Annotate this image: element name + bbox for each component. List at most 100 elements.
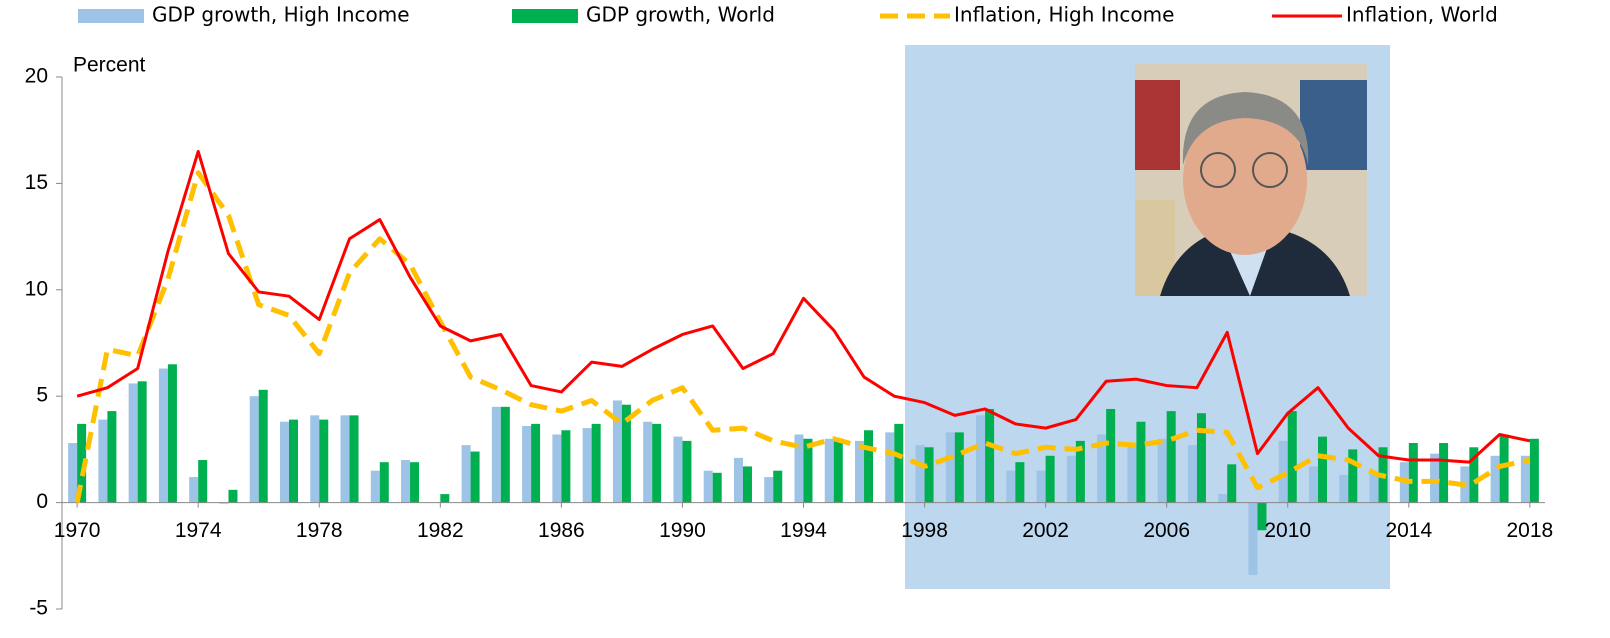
bar [138, 381, 147, 502]
bar [1046, 456, 1055, 503]
x-tick-label: 1974 [175, 519, 222, 542]
bar [1006, 471, 1015, 503]
bar [894, 424, 903, 503]
bar [289, 420, 298, 503]
bar [1015, 462, 1024, 502]
bar [592, 424, 601, 503]
bar [682, 441, 691, 503]
bar [1348, 449, 1357, 502]
bar [1339, 475, 1348, 503]
bar [1491, 456, 1500, 503]
bar [259, 390, 268, 503]
bar [834, 439, 843, 503]
bar [350, 415, 359, 502]
legend-swatch [512, 9, 578, 23]
bar [98, 420, 107, 503]
bar [1227, 464, 1236, 502]
bar [864, 430, 873, 502]
y-tick-label: 15 [25, 171, 48, 194]
x-tick-label: 2002 [1022, 519, 1069, 542]
y-tick-label: 5 [36, 384, 48, 407]
bar [955, 432, 964, 502]
x-tick-label: 1998 [901, 519, 948, 542]
bar [713, 473, 722, 503]
bar [228, 490, 237, 503]
y-tick-label: -5 [29, 597, 48, 620]
x-tick-label: 2014 [1385, 519, 1432, 542]
bar [643, 422, 652, 503]
bar [168, 364, 177, 502]
bar [743, 466, 752, 502]
bar [946, 432, 955, 502]
bar [159, 369, 168, 503]
bar [916, 445, 925, 502]
legend-label: GDP growth, World [586, 3, 775, 27]
bar [198, 460, 207, 503]
x-tick-label: 2010 [1264, 519, 1311, 542]
x-tick-label: 1994 [780, 519, 827, 542]
bar [1279, 441, 1288, 503]
y-tick-label: 0 [36, 490, 48, 513]
bar [1409, 443, 1418, 503]
bar [1197, 413, 1206, 502]
bar [985, 409, 994, 503]
bar [561, 430, 570, 502]
legend-label: Inflation, High Income [954, 3, 1174, 27]
bar [1309, 466, 1318, 502]
bar [734, 458, 743, 503]
legend-label: Inflation, World [1346, 3, 1498, 27]
bar [1136, 422, 1145, 503]
bar [1439, 443, 1448, 503]
bar [1218, 494, 1227, 503]
bar [410, 462, 419, 502]
bar [652, 424, 661, 503]
legend-label: GDP growth, High Income [152, 3, 410, 27]
bar [280, 422, 289, 503]
bar [976, 415, 985, 502]
bar [1127, 445, 1136, 502]
bar [341, 415, 350, 502]
bar [319, 420, 328, 503]
bar [1370, 473, 1379, 503]
bar [773, 471, 782, 503]
bar [189, 477, 198, 503]
bar [401, 460, 410, 503]
bar [522, 426, 531, 503]
x-tick-label: 1986 [538, 519, 585, 542]
chart: Percent -5051015201970197419781982198619… [0, 0, 1610, 638]
bar [107, 411, 116, 503]
bar [885, 432, 894, 502]
x-tick-label: 2018 [1507, 519, 1554, 542]
bar [925, 447, 934, 502]
bar [531, 424, 540, 503]
bar [764, 477, 773, 503]
x-tick-label: 1982 [417, 519, 464, 542]
bar [380, 462, 389, 502]
bar [1067, 456, 1076, 503]
bar [471, 452, 480, 503]
bar [501, 407, 510, 503]
bar [462, 445, 471, 502]
x-tick-label: 1990 [659, 519, 706, 542]
x-tick-label: 1978 [296, 519, 343, 542]
y-tick-label: 10 [25, 277, 48, 300]
y-tick-label: 20 [25, 65, 48, 88]
bar [1530, 439, 1539, 503]
bar [371, 471, 380, 503]
bar [1167, 411, 1176, 503]
bar [1288, 411, 1297, 503]
bar [673, 437, 682, 503]
bar [1037, 471, 1046, 503]
bar [250, 396, 259, 502]
bar [1248, 503, 1257, 575]
x-tick-label: 1970 [54, 519, 101, 542]
bar [68, 443, 77, 503]
bar [1158, 439, 1167, 503]
bar [1318, 437, 1327, 503]
bar [552, 435, 561, 503]
bar [1188, 445, 1197, 502]
portrait [1135, 64, 1367, 296]
bar [825, 439, 834, 503]
bar [704, 471, 713, 503]
bar [855, 441, 864, 503]
